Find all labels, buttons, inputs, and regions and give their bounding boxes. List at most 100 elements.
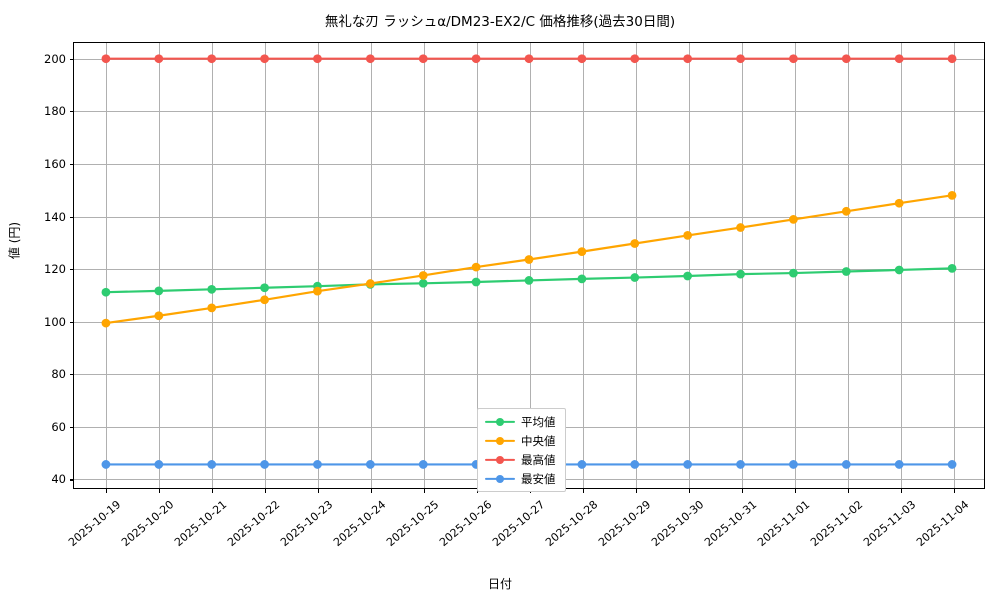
data-point <box>365 54 375 64</box>
x-gridline <box>106 43 107 488</box>
data-point <box>630 273 640 282</box>
x-gridline <box>583 43 584 488</box>
data-point <box>683 54 693 64</box>
legend-marker-icon <box>485 473 515 485</box>
data-point <box>683 231 693 240</box>
y-gridline <box>74 269 984 271</box>
data-point <box>577 460 587 469</box>
data-point <box>841 206 851 216</box>
x-tick-mark <box>212 488 214 493</box>
legend-label: 最高値 <box>521 452 556 467</box>
x-tick-mark <box>583 488 585 493</box>
y-gridline <box>74 216 984 218</box>
data-point <box>154 460 164 469</box>
x-gridline <box>424 43 425 488</box>
data-point <box>207 460 217 469</box>
chart-legend[interactable]: 平均値中央値最高値最安値 <box>477 408 566 492</box>
data-point <box>789 268 798 278</box>
x-tick-mark <box>424 488 426 493</box>
legend-item-4[interactable]: 最安値 <box>485 471 556 486</box>
y-tick-mark <box>69 426 74 428</box>
data-point <box>260 460 269 469</box>
data-point <box>947 190 957 200</box>
data-point <box>577 54 587 64</box>
data-point <box>471 262 481 272</box>
y-tick-mark <box>69 163 74 166</box>
x-tick-mark <box>318 488 320 493</box>
data-point <box>207 284 217 294</box>
y-tick-mark <box>69 269 74 271</box>
legend-item-1[interactable]: 平均値 <box>485 414 556 429</box>
y-gridline <box>74 321 984 323</box>
data-point <box>524 255 534 264</box>
data-point <box>260 283 269 293</box>
x-gridline <box>212 43 213 488</box>
x-gridline <box>848 43 849 488</box>
data-point <box>789 460 798 469</box>
legend-label: 最安値 <box>521 471 556 486</box>
legend-marker-icon <box>485 416 515 428</box>
data-point <box>894 460 904 469</box>
y-tick-label: 160 <box>44 156 66 171</box>
data-point <box>260 54 269 64</box>
data-point <box>101 318 111 328</box>
data-point <box>894 54 904 64</box>
data-point <box>630 239 640 248</box>
y-gridline <box>74 374 984 376</box>
y-tick-label: 200 <box>44 51 66 66</box>
series-layer <box>101 54 957 469</box>
x-tick-mark <box>848 488 850 493</box>
legend-marker-icon <box>485 454 515 466</box>
data-point <box>471 54 481 64</box>
x-tick-mark <box>371 488 373 493</box>
data-point <box>630 54 640 64</box>
data-point <box>471 277 481 287</box>
data-point <box>418 54 428 64</box>
x-gridline <box>159 43 160 488</box>
legend-marker-icon <box>485 435 515 447</box>
x-tick-mark <box>901 488 903 493</box>
data-point <box>630 460 640 469</box>
x-gridline <box>265 43 266 488</box>
x-axis-title: 日付 <box>487 577 512 591</box>
x-gridline <box>371 43 372 488</box>
y-tick-mark <box>69 58 74 60</box>
data-point <box>947 263 957 273</box>
x-tick-mark <box>106 488 108 493</box>
data-point <box>577 274 587 284</box>
x-gridline <box>530 43 531 488</box>
data-point <box>418 271 428 280</box>
data-point <box>154 311 164 321</box>
data-point <box>524 276 534 285</box>
data-point <box>418 460 428 469</box>
x-tick-mark <box>159 488 161 493</box>
data-point <box>789 54 798 64</box>
legend-item-2[interactable]: 中央値 <box>485 433 556 448</box>
data-point <box>418 278 428 288</box>
data-point <box>207 54 217 64</box>
x-gridline <box>318 43 319 488</box>
data-point <box>101 460 111 469</box>
data-point <box>894 265 904 275</box>
y-tick-label: 180 <box>44 104 66 119</box>
data-point <box>524 54 534 64</box>
legend-item-3[interactable]: 最高値 <box>485 452 556 467</box>
y-gridline <box>74 111 984 113</box>
data-point <box>365 460 375 469</box>
legend-label: 平均値 <box>521 414 556 429</box>
x-tick-mark <box>636 488 638 493</box>
x-gridline <box>795 43 796 488</box>
data-point <box>789 215 798 224</box>
y-tick-label: 40 <box>51 472 66 487</box>
chart-title: 無礼な刃 ラッシュα/DM23-EX2/C 価格推移(過去30日間) <box>324 14 676 30</box>
y-axis-title: 値 (円) <box>7 221 22 260</box>
x-tick-mark <box>265 488 267 493</box>
series-2 <box>101 190 957 328</box>
x-tick-mark <box>954 488 956 493</box>
y-tick-label: 100 <box>44 314 66 329</box>
data-point <box>154 286 164 296</box>
data-point <box>313 54 322 64</box>
series-1 <box>101 263 957 297</box>
y-tick-label: 80 <box>51 367 66 382</box>
data-point <box>207 303 217 313</box>
